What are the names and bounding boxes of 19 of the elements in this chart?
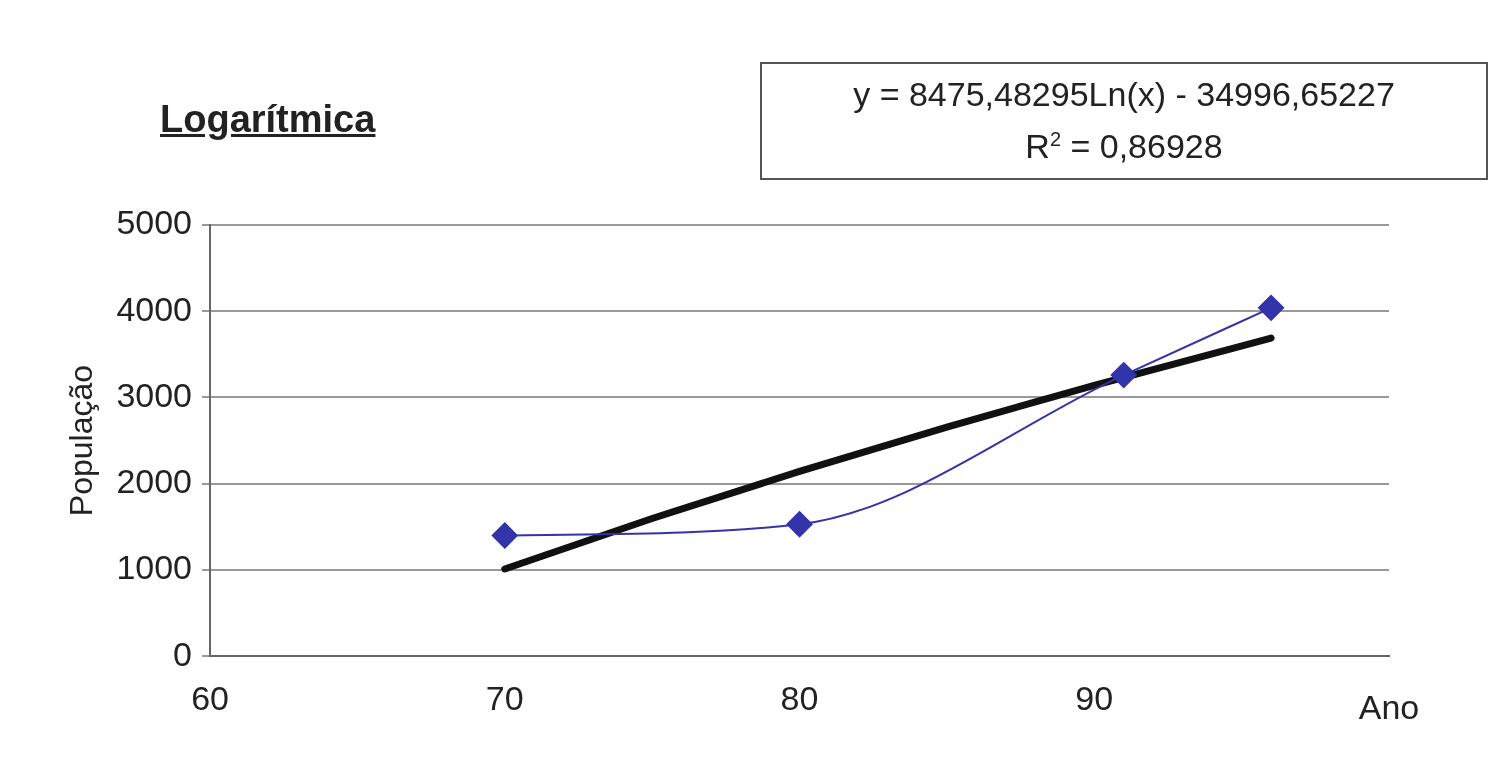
y-tick-label: 1000 — [116, 548, 193, 587]
x-tick-label: 80 — [780, 678, 819, 717]
point — [786, 511, 813, 538]
text: R$^{2}$ = 0,86928 — [1024, 126, 1224, 167]
y-tick-label: 5000 — [116, 203, 193, 242]
y-axis-title: População — [63, 364, 100, 517]
x-tick-label: 90 — [1075, 678, 1114, 717]
y-tick-label: 3000 — [116, 375, 193, 414]
y-tick-label: 2000 — [116, 462, 193, 501]
x-tick-label: 70 — [485, 678, 524, 717]
point — [1110, 362, 1137, 389]
point — [491, 522, 518, 549]
x-axis-title: Ano — [1358, 687, 1420, 726]
y-tick-label: 4000 — [116, 289, 193, 328]
chart-title: Logarítmica — [160, 98, 376, 141]
point — [1258, 294, 1285, 321]
x-tick-label: 60 — [191, 678, 229, 717]
y-tick-label: 0 — [173, 634, 193, 673]
text: y = 8475,48295Ln(x) - 34996,65227 — [852, 74, 1396, 115]
